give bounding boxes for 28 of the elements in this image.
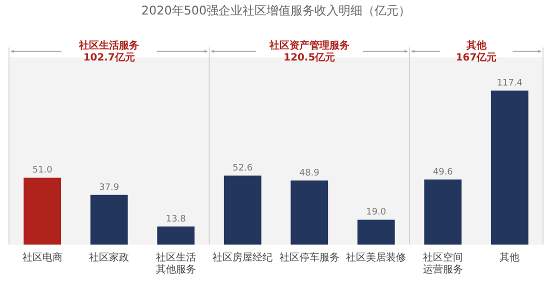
data-label: 52.6 [232,164,253,174]
data-label: 51.0 [32,166,53,176]
x-tick-label: 社区电商 [22,252,62,264]
chart-title: 2020年500强企业社区增值服务收入明细（亿元） [141,3,411,18]
bar [157,226,195,245]
bar [424,180,462,245]
x-tick-label: 社区空间运营服务 [422,252,463,276]
data-label: 48.9 [299,168,320,178]
bar [90,194,128,245]
bar [224,176,262,245]
bar [357,220,395,245]
data-label: 19.0 [366,208,386,218]
data-label: 117.4 [496,78,523,89]
band-label: 社区生活服务 102.7亿元 [78,39,140,64]
bar [24,178,62,245]
bar [490,90,528,245]
band-label: 其他 167亿元 [456,39,497,64]
x-tick-label: 社区美居装修 [346,252,406,264]
data-label: 37.9 [99,182,120,193]
bar [290,180,328,245]
x-tick-label: 其他 [500,252,520,264]
x-tick-label: 社区停车服务 [279,252,340,264]
data-label: 49.6 [432,168,454,178]
band-label: 社区资产管理服务 120.5亿元 [268,39,350,64]
x-tick-label: 社区生活其他服务 [156,252,196,276]
x-tick-label: 社区房屋经纪 [212,252,273,264]
x-tick-label: 社区家政 [89,252,130,264]
data-label: 13.8 [166,214,186,225]
